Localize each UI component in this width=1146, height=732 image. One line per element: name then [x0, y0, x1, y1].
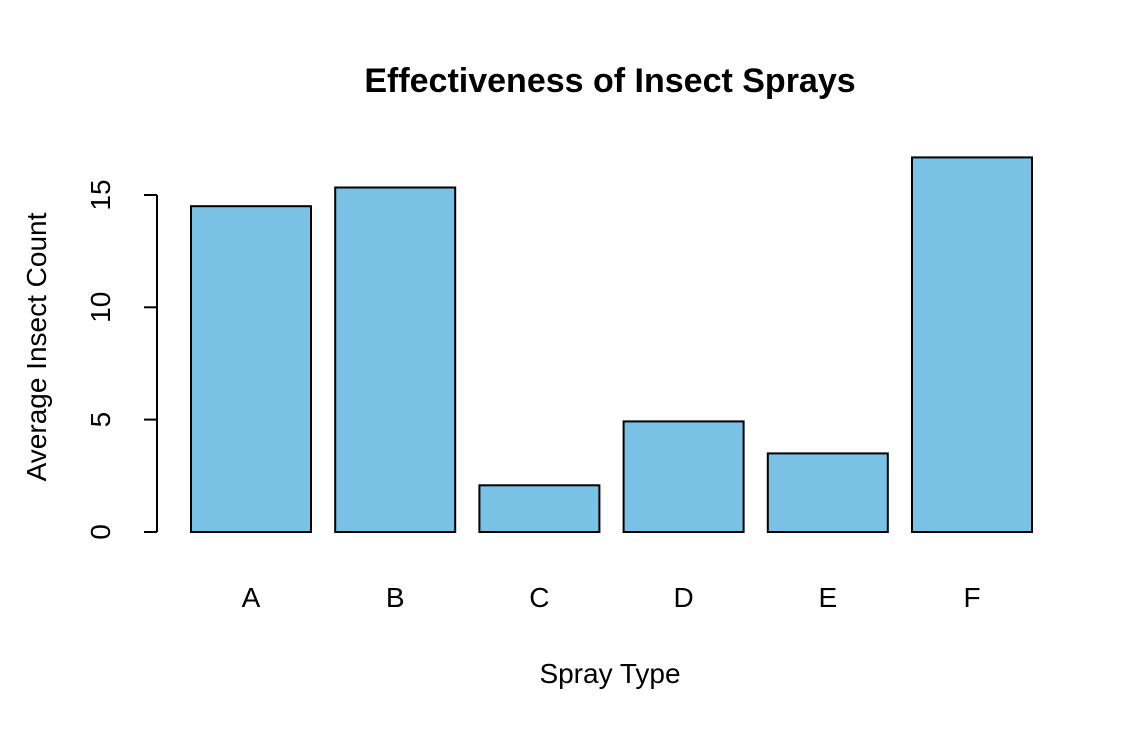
- x-axis-label: Spray Type: [539, 658, 680, 689]
- bar-a: [190, 205, 312, 533]
- y-tick-label-15: 15: [85, 179, 116, 210]
- y-axis-label: Average Insect Count: [21, 212, 52, 481]
- x-tick-label-c: C: [529, 582, 549, 613]
- y-ticks: 0 5 10 15: [85, 179, 157, 540]
- bars-group: [190, 156, 1033, 533]
- chart-title: Effectiveness of Insect Sprays: [364, 62, 855, 100]
- x-tick-label-e: E: [818, 582, 837, 613]
- y-tick-label-5: 5: [85, 412, 116, 428]
- y-tick-label-10: 10: [85, 292, 116, 323]
- x-tick-label-d: D: [673, 582, 693, 613]
- y-axis: 0 5 10 15: [85, 179, 158, 540]
- bar-f: [911, 156, 1033, 533]
- bar-d: [622, 420, 745, 533]
- x-tick-labels: A B C D E F: [242, 582, 981, 613]
- bar-c: [478, 484, 601, 533]
- x-tick-label-f: F: [963, 582, 980, 613]
- y-tick-label-0: 0: [85, 524, 116, 540]
- x-tick-label-b: B: [386, 582, 405, 613]
- bar-e: [766, 452, 889, 533]
- x-tick-label-a: A: [242, 582, 261, 613]
- bar-b: [334, 186, 457, 533]
